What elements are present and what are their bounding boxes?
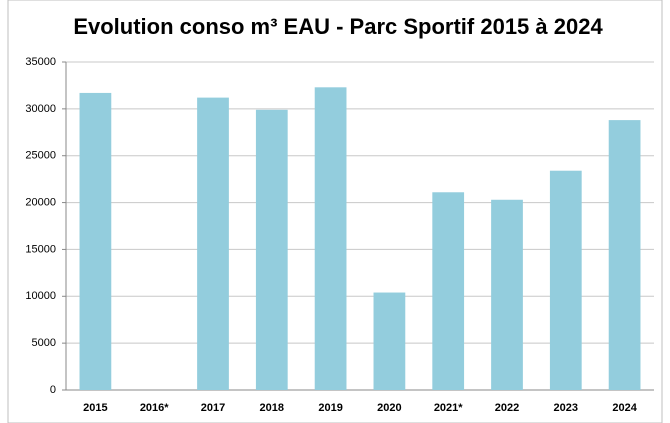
x-tick-label: 2019 [318,402,342,414]
bar [197,97,229,391]
x-tick-label: 2015 [83,402,107,414]
y-tick-label: 25000 [25,150,56,162]
x-tick-label: 2024 [612,402,637,414]
bar [491,199,523,390]
x-tick-label: 2023 [554,402,578,414]
bar [373,292,406,390]
bar [255,109,288,391]
x-tick-label: 2018 [260,402,284,414]
bar [608,120,641,391]
bar [549,170,582,390]
bar [79,92,112,390]
x-tick-label: 2017 [201,402,225,414]
x-tick-label: 2021* [434,402,463,414]
x-tick-label: 2016* [140,402,169,414]
x-tick-label: 2020 [377,402,401,414]
y-tick-label: 35000 [25,56,56,68]
x-tick-label: 2022 [495,402,519,414]
y-tick-label: 10000 [25,290,56,302]
y-tick-label: 30000 [25,103,56,115]
bar [314,87,347,390]
y-tick-label: 20000 [25,196,56,208]
bar [432,192,465,390]
y-tick-label: 5000 [32,337,56,349]
chart-title: Evolution conso m³ EAU - Parc Sportif 20… [73,14,603,39]
y-tick-label: 0 [50,384,56,396]
y-tick-label: 15000 [25,243,56,255]
